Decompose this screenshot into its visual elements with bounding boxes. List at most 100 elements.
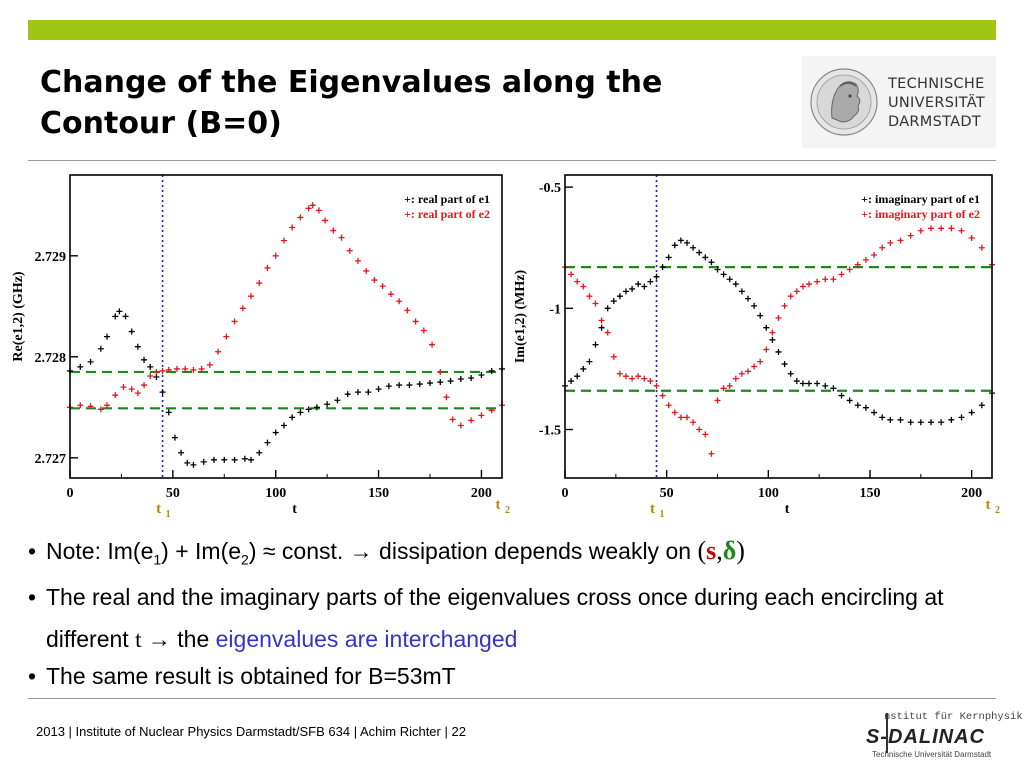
bullet-2-t: t [135, 627, 142, 652]
series-2-point [720, 385, 727, 392]
tu-logo-line-2: UNIVERSITÄT [888, 95, 986, 111]
accent-bar [28, 20, 996, 40]
bullet-1-text-2: ) + Im(e [161, 538, 242, 564]
bullet-1-comma: , [716, 536, 723, 565]
series-1-point [178, 449, 185, 456]
series-1-point [112, 313, 119, 320]
series-1-point [838, 392, 845, 399]
series-2-point [309, 202, 316, 209]
series-2-point [879, 244, 886, 251]
series-1-point [830, 385, 837, 392]
series-1-point [128, 328, 135, 335]
series-1-point [696, 249, 703, 256]
bullet-2-text: The real and the imaginary parts of the … [46, 584, 944, 652]
series-1-point [184, 459, 191, 466]
series-2-point [256, 280, 263, 287]
x-tick-label: 150 [860, 486, 881, 501]
series-1-point [190, 461, 197, 468]
y-tick-label: -0.5 [539, 181, 561, 196]
series-2-point [165, 366, 172, 373]
series-2-point [346, 247, 353, 254]
series-1-point [165, 409, 172, 416]
series-2-point [182, 365, 189, 372]
series-2-point [574, 278, 581, 285]
series-2-point [289, 224, 296, 231]
series-2-point [958, 227, 965, 234]
bullet-1-text: Note: Im(e [46, 538, 154, 564]
series-2-point [586, 293, 593, 300]
series-1-point [97, 345, 104, 352]
series-2-point [488, 407, 495, 414]
series-2-point [87, 403, 94, 410]
series-1-point [147, 363, 154, 370]
series-1-point [793, 378, 800, 385]
series-1-point [738, 288, 745, 295]
footer-divider [28, 698, 996, 699]
y-axis-label: Re(e1,2) (GHz) [11, 271, 26, 362]
series-2-point [948, 225, 955, 232]
x-tick-label: 200 [471, 486, 492, 501]
series-2-point [315, 207, 322, 214]
series-2-point [215, 348, 222, 355]
series-2-point [806, 281, 812, 288]
x-tick-label: 100 [265, 486, 286, 501]
series-1-point [769, 336, 776, 343]
series-2-point [387, 291, 394, 298]
bullet-dot: • [28, 584, 37, 610]
symbol-delta: δ [722, 536, 737, 565]
series-1-point [814, 380, 821, 387]
sdalinac-name: S-DALINAC [866, 726, 985, 748]
tu-darmstadt-logo: TECHNISCHE UNIVERSITÄT DARMSTADT [802, 56, 996, 148]
series-1-point [580, 365, 587, 372]
series-2-point [248, 293, 255, 300]
footer-text: 2013 | Institute of Nuclear Physics Darm… [36, 724, 466, 739]
series-1-point [806, 380, 812, 387]
series-2-point [854, 261, 861, 268]
t1-label: t [650, 501, 655, 517]
athena-emblem-icon [810, 68, 878, 136]
sdalinac-institute-text: nstitut für Kernphysik [884, 711, 1023, 723]
series-1-point [616, 293, 623, 300]
series-2-point [732, 375, 739, 382]
series-1-point [159, 389, 166, 396]
t2-label: t [496, 497, 501, 513]
series-2-point [173, 365, 180, 372]
chart-real-part: 0 50 100 150 200 2.727 2.728 2.729 t Re(e1,2) (GH… [10, 167, 510, 522]
series-1-point [948, 416, 955, 423]
series-2-point [147, 372, 154, 379]
series-2-point [726, 382, 733, 389]
series-2-point [404, 307, 411, 314]
series-1-point [958, 414, 965, 421]
legend-entry-2: +: real part of e2 [404, 207, 490, 221]
series-1-point [385, 383, 392, 390]
series-2-point [738, 370, 745, 377]
series-2-point [420, 327, 427, 334]
x-axis-label: t [785, 502, 790, 517]
series-1-point [604, 305, 611, 312]
series-1-point [938, 419, 945, 426]
series-1-point [690, 244, 697, 251]
chart-real-part-svg: 0 50 100 150 200 2.727 2.728 2.729 t Re(e1,2) (GH… [11, 174, 510, 520]
series-1-point [887, 416, 894, 423]
series-2-point [757, 358, 764, 365]
series-2-point [745, 368, 751, 375]
series-2-point [862, 256, 869, 263]
series-2-point [363, 267, 370, 274]
series-2-point [781, 302, 788, 309]
series-1-point [488, 367, 495, 374]
slide-title-line-2: Contour (B=0) [40, 106, 282, 141]
series-1-point [822, 382, 829, 389]
y-axis-label: Im(e1,2) (MHz) [513, 270, 528, 364]
series-2-point [799, 283, 806, 290]
bullet-same-result: • The same result is obtained for B=53mT [28, 659, 456, 693]
series-1-point [153, 374, 160, 380]
series-2-point [396, 298, 403, 305]
y-tick-label: 2.727 [35, 452, 67, 467]
series-2-point [429, 341, 436, 348]
series-1-point [846, 397, 853, 404]
series-2-point [610, 353, 617, 360]
x-tick-label: 50 [166, 486, 180, 501]
series-1-point [623, 288, 629, 295]
series-1-point [87, 358, 94, 365]
